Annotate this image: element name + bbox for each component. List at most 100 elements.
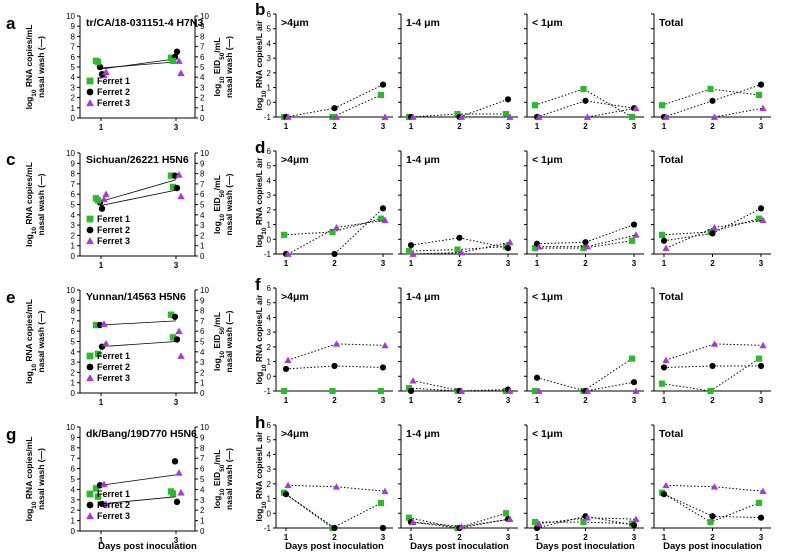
data-point <box>169 334 177 341</box>
y-tick-label-left: 9 <box>71 433 76 442</box>
y-axis-label-left: log10 RNA copies/mL <box>24 162 38 247</box>
data-point <box>280 387 288 395</box>
data-point <box>332 113 341 120</box>
data-point <box>707 519 714 526</box>
y-tick-label-right: 8 <box>200 307 205 316</box>
label-part: log <box>254 98 264 111</box>
series-line <box>283 492 382 529</box>
data-point <box>658 102 666 109</box>
y-axis-label-right: log10 EID50/mL <box>212 450 226 509</box>
data-point <box>632 387 640 394</box>
x-tick-label: 3 <box>506 122 511 131</box>
series-line <box>410 518 509 529</box>
label-part: 10 <box>219 488 226 496</box>
data-point <box>707 387 714 395</box>
data-point <box>409 113 417 120</box>
series-line <box>663 365 761 368</box>
y-tick-label: 0 <box>267 372 272 381</box>
y-tick-label: 5 <box>267 162 272 171</box>
label-part: EID <box>212 334 222 351</box>
data-point <box>177 192 185 200</box>
y-tick-label: 2 <box>267 343 272 352</box>
x-tick-label: 1 <box>535 259 540 268</box>
y-tick-label-left: 2 <box>71 231 76 240</box>
data-point <box>100 195 108 203</box>
label-part: RNA copies/L air <box>254 157 264 228</box>
x-tick-label: 3 <box>759 122 764 131</box>
data-point <box>331 105 338 112</box>
legend-marker <box>86 77 94 85</box>
label-part: m <box>553 428 562 440</box>
label-part: μ <box>293 291 299 303</box>
data-point <box>405 247 413 255</box>
x-tick-label: 2 <box>332 122 337 131</box>
data-point <box>759 341 767 349</box>
data-point <box>632 231 640 238</box>
y-tick-label-left: 1 <box>71 242 76 251</box>
y-axis-label-left-2: nasal wash (—) <box>36 36 46 98</box>
data-point <box>409 250 417 257</box>
y-tick-label-right: 4 <box>200 211 205 220</box>
subpanel-title: Total <box>659 291 683 303</box>
data-point <box>658 380 666 387</box>
data-point <box>759 487 767 495</box>
y-tick-label-left: 9 <box>71 296 76 305</box>
legend-label: Ferret 3 <box>97 511 130 521</box>
x-tick-label: 2 <box>457 396 462 405</box>
subpanel-title: Total <box>659 17 683 29</box>
y-tick-label-left: 8 <box>71 32 76 41</box>
legend-marker <box>86 490 94 498</box>
legend-marker <box>86 374 94 382</box>
x-tick-label: 1 <box>99 398 104 407</box>
data-point <box>662 113 670 120</box>
label-part: 10 <box>219 351 226 359</box>
x-tick-label: 1 <box>662 259 667 268</box>
x-tick-label: 3 <box>632 122 637 131</box>
y-tick-label: -1 <box>264 113 272 122</box>
label-part: EID <box>212 197 222 214</box>
x-tick-label: 3 <box>174 536 179 545</box>
data-point <box>502 110 510 118</box>
subpanel-title: Total <box>659 154 683 166</box>
y-tick-label-left: 6 <box>71 190 76 199</box>
series-line <box>408 246 507 252</box>
y-tick-label-left: 8 <box>71 170 76 179</box>
y-tick-label: 6 <box>267 421 272 430</box>
x-tick-label: 2 <box>583 122 588 131</box>
y-tick-label-left: 0 <box>71 252 76 261</box>
label-part: RNA copies/mL <box>24 162 34 227</box>
label-part: Total <box>659 154 683 166</box>
series-line <box>534 88 633 118</box>
panel-label: d <box>255 138 265 157</box>
y-tick-label: 4 <box>267 450 272 459</box>
y-tick-label-right: 5 <box>200 475 205 484</box>
data-point <box>531 102 539 109</box>
data-point <box>282 491 290 498</box>
series-line <box>287 219 386 255</box>
data-point <box>169 183 177 191</box>
data-point <box>755 355 763 362</box>
data-point <box>580 245 587 252</box>
label-part: >4 <box>281 291 293 303</box>
y-tick-label-right: 7 <box>200 454 205 463</box>
y-tick-label-left: 8 <box>71 444 76 453</box>
y-tick-label-right: 1 <box>200 104 205 113</box>
x-tick-label: 2 <box>710 396 715 405</box>
y-axis-label: log10 RNA copies/L air <box>254 294 268 385</box>
y-tick-label: 1 <box>267 84 272 93</box>
y-tick-label: 3 <box>267 54 272 63</box>
y-tick-label-left: 2 <box>71 94 76 103</box>
x-tick-label: 1 <box>662 122 667 131</box>
x-tick-label: 1 <box>284 396 289 405</box>
legend-label: Ferret 1 <box>97 214 130 224</box>
x-tick-label: 3 <box>632 533 637 542</box>
data-point <box>331 362 338 370</box>
y-tick-label: 3 <box>267 191 272 200</box>
data-point <box>173 336 181 343</box>
y-tick-label: 5 <box>267 436 272 445</box>
y-tick-label: 1 <box>267 495 272 504</box>
label-part: m <box>299 17 308 29</box>
y-tick-label-left: 4 <box>71 211 76 220</box>
y-tick-label-right: 10 <box>200 286 209 295</box>
label-part: RNA copies/L air <box>254 431 264 502</box>
